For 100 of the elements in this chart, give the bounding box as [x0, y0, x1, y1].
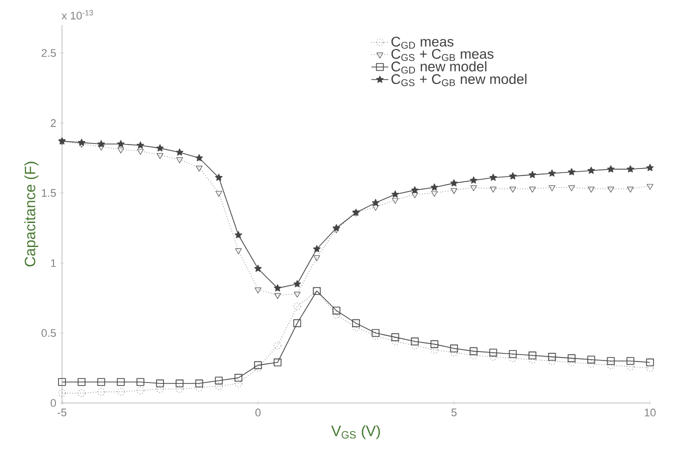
point [548, 185, 556, 192]
point [176, 380, 184, 388]
point [117, 148, 124, 154]
point [137, 148, 144, 155]
point [117, 388, 125, 396]
y-tick-label: 1 [51, 259, 56, 267]
point [58, 389, 66, 397]
point [195, 380, 204, 388]
point [450, 348, 458, 356]
point [391, 333, 400, 342]
point [627, 186, 634, 193]
point [391, 338, 399, 346]
text: x 10$^{-13}$ [62, 10, 93, 20]
point [156, 385, 164, 393]
x-tick-label: 0 [255, 408, 261, 416]
point [626, 362, 634, 370]
point [607, 165, 615, 172]
point [626, 165, 634, 172]
point [78, 138, 86, 146]
point [156, 144, 164, 152]
point [410, 338, 419, 346]
point [430, 346, 438, 354]
point [646, 164, 654, 172]
point [450, 179, 458, 186]
point [489, 353, 497, 361]
point [274, 358, 282, 366]
point [411, 342, 419, 350]
point [235, 248, 242, 254]
point [430, 184, 438, 191]
point [548, 170, 556, 177]
point [97, 388, 105, 396]
point [274, 342, 282, 350]
point [176, 157, 183, 164]
point [588, 186, 595, 193]
point [568, 354, 576, 362]
point [508, 350, 517, 358]
point [293, 280, 301, 288]
point [234, 231, 242, 238]
point [587, 166, 595, 174]
point [116, 378, 125, 386]
point [372, 329, 380, 337]
point [78, 378, 86, 386]
y-tick-label: 0 [50, 399, 56, 407]
point [332, 224, 340, 232]
y-tick-label: 2 [50, 119, 56, 127]
point [156, 153, 164, 159]
point [176, 385, 184, 393]
legend-label: C$_{GD}$ new model [391, 61, 486, 74]
point [450, 344, 458, 352]
point [509, 172, 517, 180]
point [136, 386, 144, 394]
point [528, 170, 536, 178]
point [294, 292, 301, 298]
legend-label: C$_{GS}$ + C$_{GB}$ new model [391, 74, 526, 86]
point [136, 142, 144, 149]
point [509, 354, 517, 362]
point [136, 378, 144, 386]
point [313, 255, 320, 262]
point [274, 293, 281, 299]
point [626, 357, 634, 365]
x-tick-label: 10 [644, 408, 656, 416]
y-tick-label: 0.5 [42, 329, 56, 337]
point [254, 264, 262, 272]
point [431, 190, 438, 197]
point [313, 245, 321, 252]
point [430, 340, 438, 348]
point [58, 378, 66, 386]
x-axis-title: V$_{GS}$ (V) [331, 425, 380, 440]
point [97, 378, 106, 386]
point [78, 389, 86, 397]
point [195, 154, 203, 162]
point [332, 311, 340, 319]
point [509, 186, 516, 193]
x-tick-label: -5 [58, 408, 66, 416]
point [450, 188, 458, 194]
point [372, 204, 379, 211]
point [392, 198, 399, 204]
point [646, 184, 654, 190]
point [489, 174, 497, 181]
point [215, 382, 223, 390]
point [195, 384, 203, 392]
point [352, 324, 360, 332]
point [156, 380, 164, 388]
legend-label: C$_{GD}$ meas [391, 36, 454, 49]
point [548, 352, 556, 361]
point [470, 352, 478, 360]
point [97, 140, 105, 148]
point [606, 357, 615, 365]
point [372, 198, 380, 206]
y-tick-label: 2.5 [42, 49, 56, 57]
point [274, 284, 282, 292]
point [646, 358, 654, 366]
point [254, 288, 262, 294]
point [254, 364, 262, 372]
point [215, 190, 222, 197]
point [234, 380, 242, 388]
point [196, 166, 203, 172]
point [391, 190, 399, 198]
point [568, 168, 576, 176]
point [646, 364, 654, 372]
